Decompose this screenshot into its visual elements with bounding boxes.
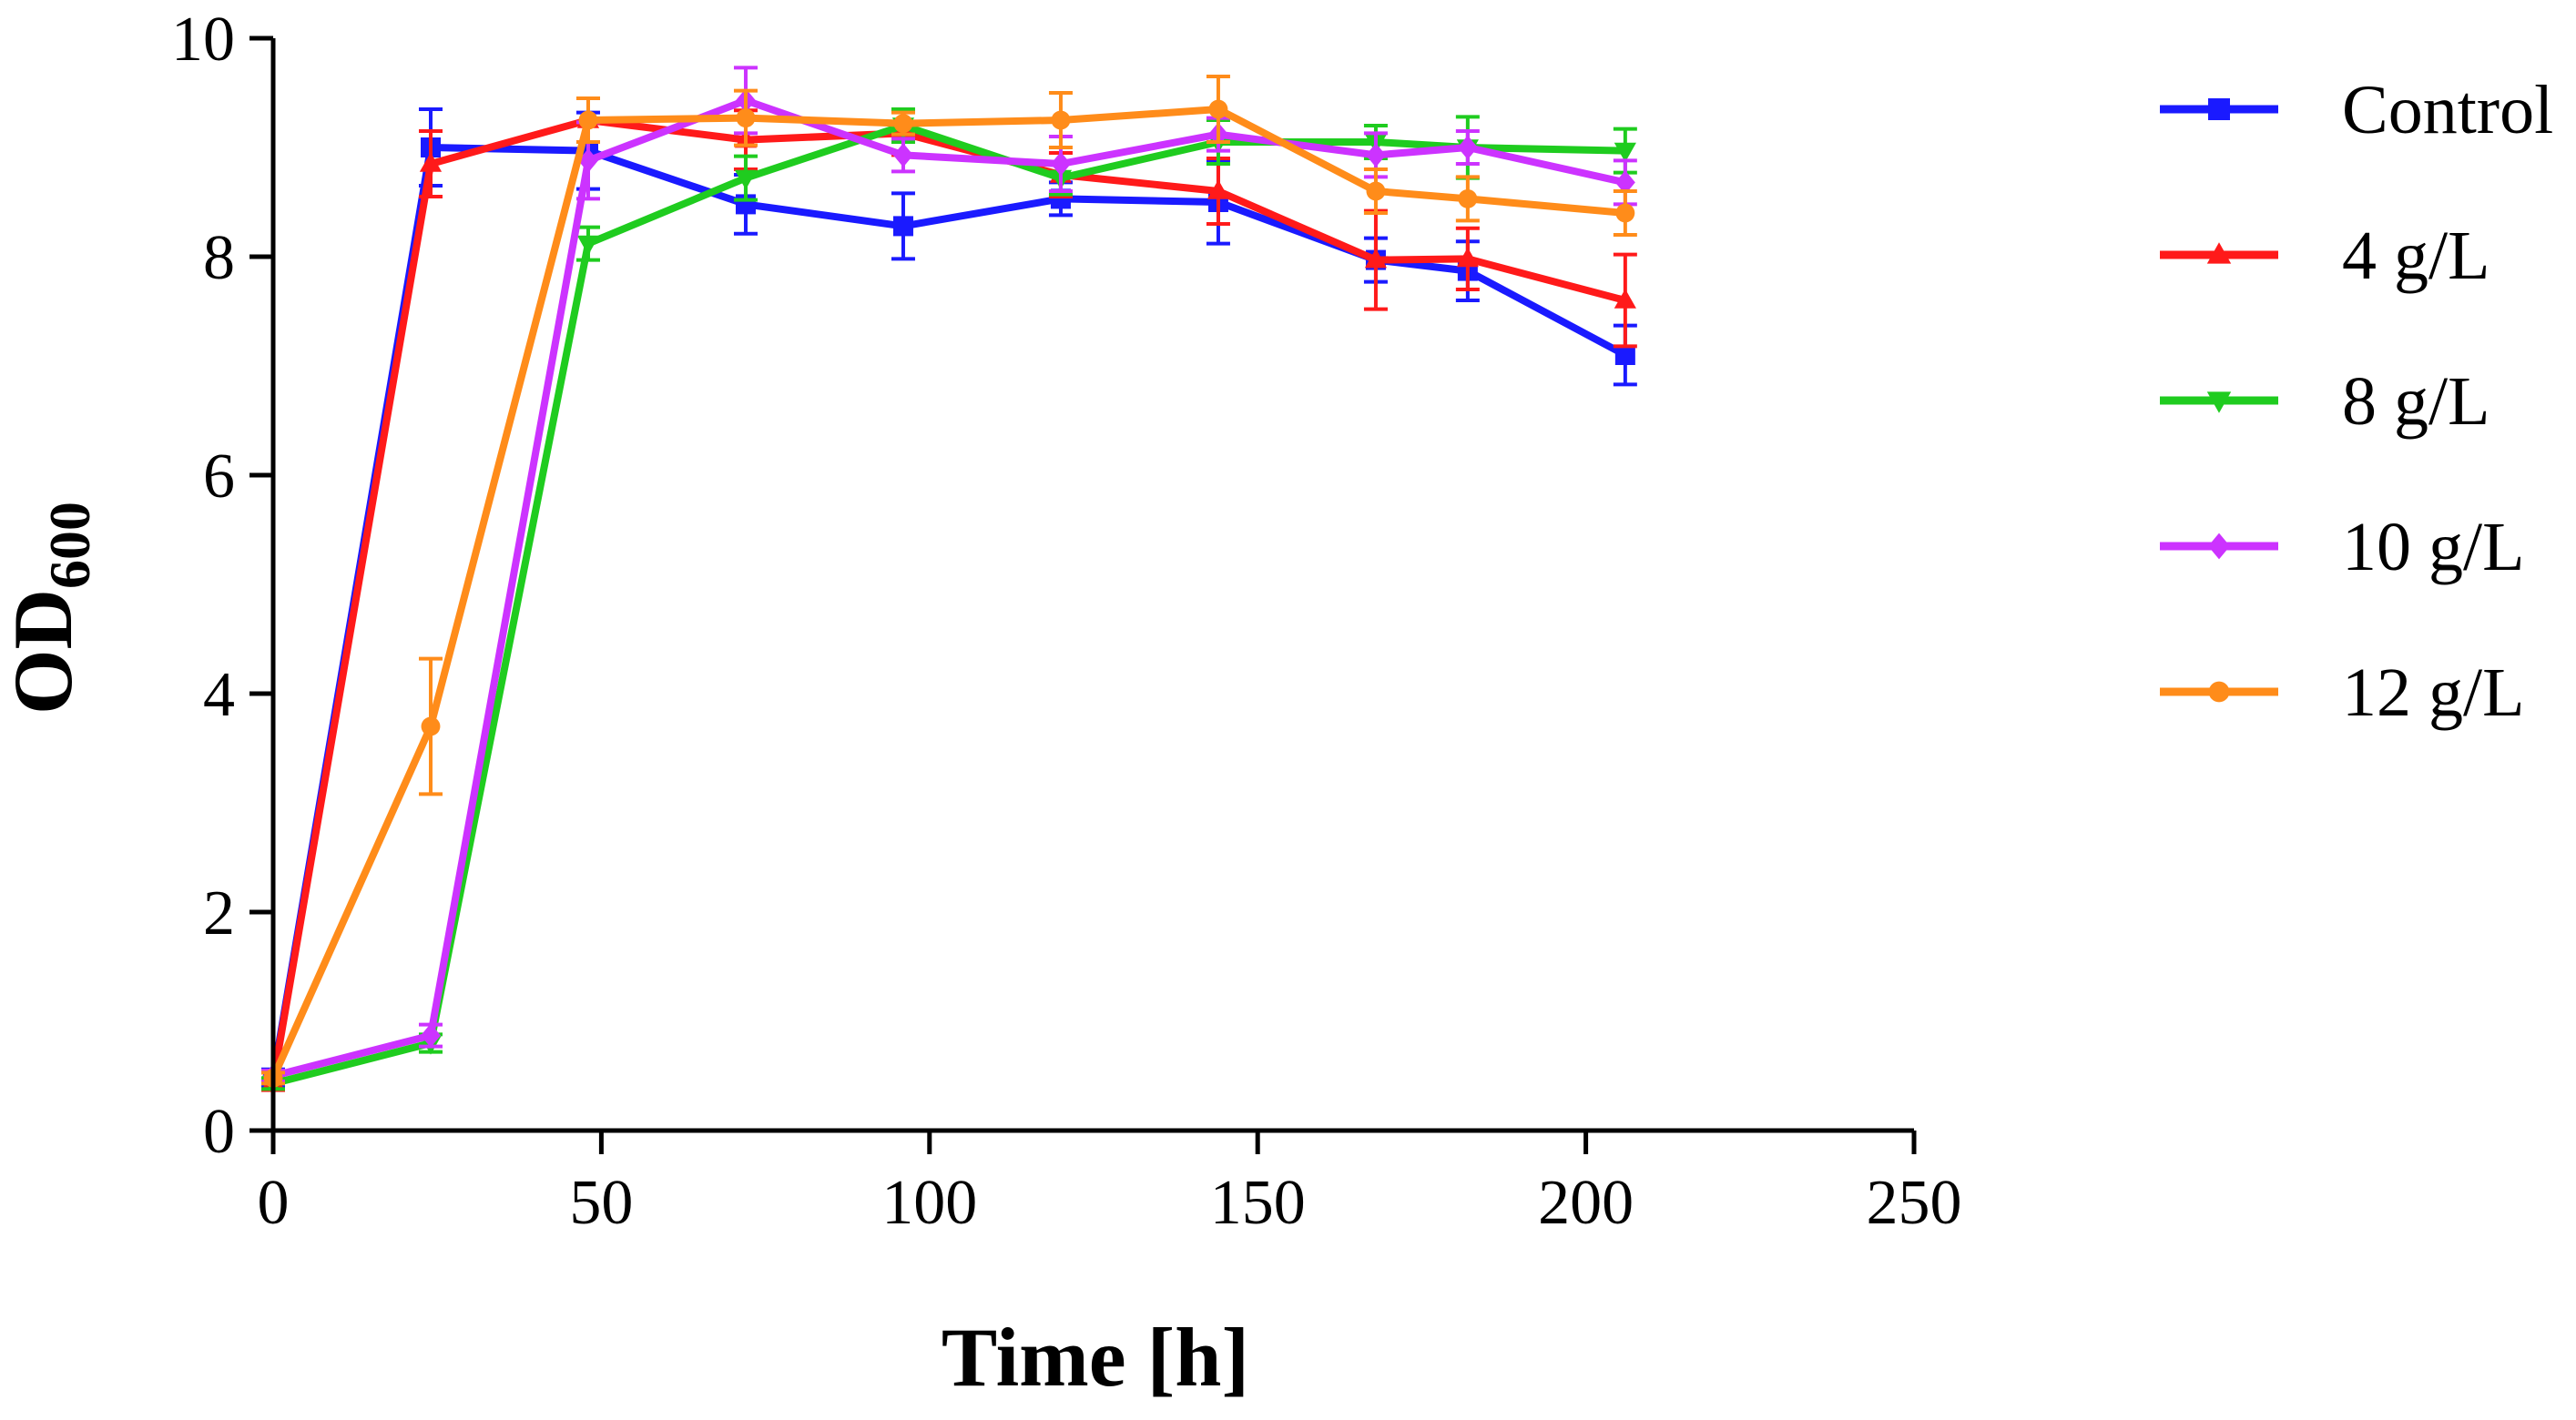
series-12-g-l bbox=[261, 75, 1637, 1088]
legend-entry: 8 g/L bbox=[2160, 363, 2490, 440]
data-point bbox=[892, 216, 913, 237]
legend-swatch-marker bbox=[2208, 98, 2230, 120]
data-point bbox=[576, 235, 600, 256]
data-point bbox=[736, 108, 756, 128]
data-point bbox=[892, 143, 913, 167]
y-tick-label: 4 bbox=[203, 660, 235, 730]
y-tick-label: 8 bbox=[203, 223, 235, 293]
legend-swatch-marker bbox=[2206, 242, 2232, 264]
y-axis-title: OD600 bbox=[0, 502, 102, 715]
data-point bbox=[1458, 188, 1478, 208]
data-point bbox=[1365, 143, 1386, 167]
legend-swatch-marker bbox=[2206, 391, 2232, 413]
data-point bbox=[1364, 248, 1388, 269]
data-point bbox=[1456, 247, 1479, 268]
data-point bbox=[1051, 110, 1071, 130]
x-tick-label: 50 bbox=[569, 1168, 633, 1238]
series-line bbox=[272, 96, 1626, 1080]
series-line bbox=[270, 144, 1627, 1080]
x-axis-title: Time [h] bbox=[942, 1311, 1249, 1404]
y-axis: 0 2 4 6 8 10 bbox=[171, 5, 276, 1167]
legend-label: 12 g/L bbox=[2342, 654, 2525, 731]
data-point bbox=[578, 110, 598, 130]
legend-label: 10 g/L bbox=[2342, 509, 2525, 585]
data-point bbox=[1208, 99, 1228, 119]
legend-swatch-marker bbox=[2208, 681, 2230, 703]
data-point bbox=[1614, 345, 1635, 365]
data-point bbox=[1614, 142, 1636, 163]
x-tick-label: 150 bbox=[1210, 1168, 1306, 1238]
legend-entry: 10 g/L bbox=[2160, 509, 2525, 585]
data-point bbox=[1614, 289, 1636, 309]
data-point bbox=[1457, 135, 1478, 160]
x-tick-label: 200 bbox=[1538, 1168, 1634, 1238]
data-point bbox=[420, 1023, 441, 1048]
data-point bbox=[1207, 179, 1230, 199]
data-point bbox=[1050, 151, 1071, 177]
legend-entry: Control bbox=[2160, 72, 2553, 148]
y-tick-label: 10 bbox=[171, 5, 235, 75]
x-tick-label: 250 bbox=[1867, 1168, 1962, 1238]
data-point bbox=[577, 148, 598, 173]
legend: Control 4 g/L 8 g/L 10 g/L 12 g/L bbox=[2160, 72, 2553, 731]
y-tick-label: 2 bbox=[203, 878, 235, 948]
legend-swatch-marker bbox=[2208, 532, 2230, 560]
y-axis-title-main: OD bbox=[0, 589, 89, 715]
y-axis-title-subscript: 600 bbox=[37, 502, 102, 589]
x-tick-label: 100 bbox=[881, 1168, 977, 1238]
legend-label: Control bbox=[2342, 72, 2553, 148]
data-point bbox=[419, 152, 443, 172]
series-line bbox=[270, 106, 1626, 1080]
data-point bbox=[421, 716, 441, 736]
data-point bbox=[1366, 181, 1386, 201]
legend-entry: 12 g/L bbox=[2160, 654, 2525, 731]
data-point bbox=[893, 114, 913, 134]
x-tick-label: 0 bbox=[258, 1168, 290, 1238]
y-tick-label: 0 bbox=[203, 1097, 235, 1167]
legend-label: 4 g/L bbox=[2342, 218, 2490, 294]
legend-entry: 4 g/L bbox=[2160, 218, 2490, 294]
data-point bbox=[734, 169, 758, 190]
data-point bbox=[1615, 203, 1635, 223]
legend-label: 8 g/L bbox=[2342, 363, 2490, 440]
y-tick-label: 6 bbox=[203, 441, 235, 512]
series-line bbox=[272, 122, 1625, 1088]
data-point bbox=[1614, 170, 1635, 195]
plot-area bbox=[261, 66, 1637, 1096]
x-axis: 0 50 100 150 200 250 bbox=[258, 1128, 1962, 1238]
